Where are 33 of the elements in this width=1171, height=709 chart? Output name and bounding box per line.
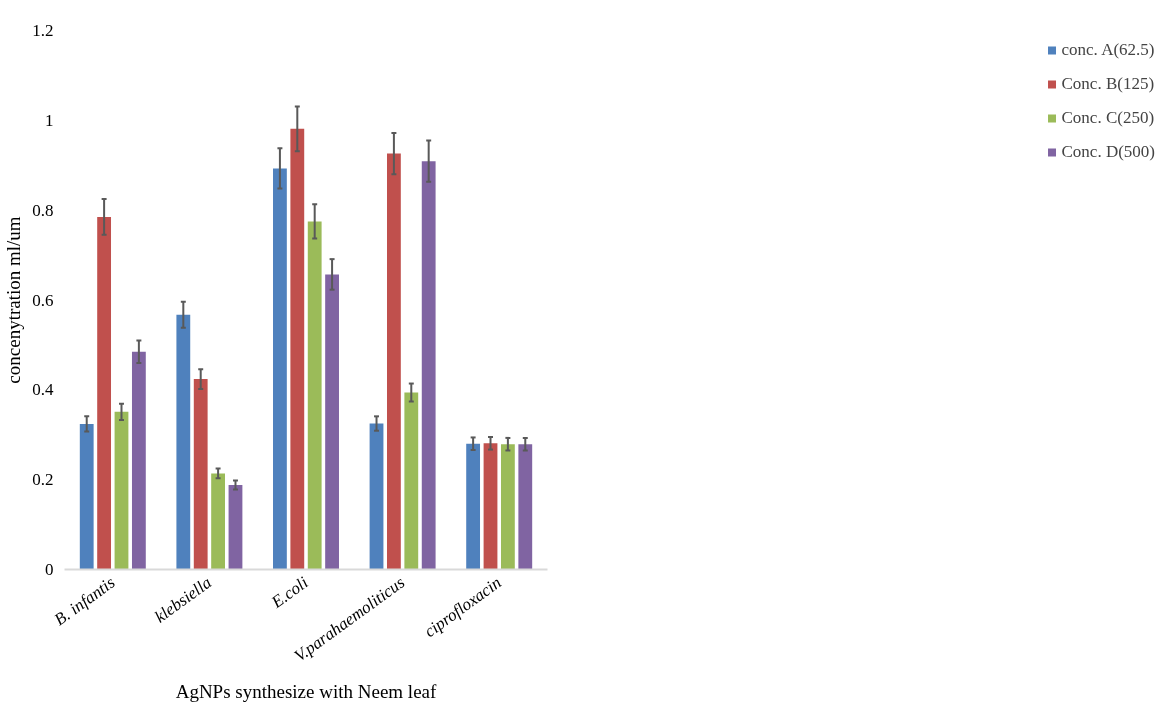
bar xyxy=(325,274,339,570)
y-tick-label: 1 xyxy=(45,110,54,130)
bar xyxy=(466,443,481,570)
y-axis-title: concenytration ml/um xyxy=(3,216,25,384)
bar xyxy=(97,216,112,570)
y-tick-label: 0 xyxy=(45,560,54,579)
bar xyxy=(387,153,401,570)
bar xyxy=(193,379,208,570)
bar xyxy=(307,221,322,570)
legend-label: Conc. B(125) xyxy=(1061,74,1155,94)
y-tick-label: 0.8 xyxy=(32,200,54,220)
bar xyxy=(421,161,436,570)
legend-label: Conc. D(500) xyxy=(1061,142,1155,162)
legend-label: Conc. C(250) xyxy=(1061,108,1155,128)
y-tick-label: 0.2 xyxy=(32,470,54,490)
bar xyxy=(500,444,515,570)
y-tick-label: 0.6 xyxy=(32,290,54,310)
bar xyxy=(273,168,287,570)
bar xyxy=(404,392,419,570)
bar xyxy=(290,128,305,570)
bar xyxy=(228,485,243,570)
y-tick-label: 1.2 xyxy=(32,21,54,40)
x-axis-title: AgNPs synthesize with Neem leaf xyxy=(175,681,438,703)
bar xyxy=(369,423,384,570)
legend-label: conc. A(62.5) xyxy=(1061,40,1155,60)
bar xyxy=(114,411,129,570)
bar xyxy=(176,314,191,570)
bar xyxy=(483,443,498,570)
bar xyxy=(211,473,225,570)
bar xyxy=(518,444,533,570)
bar xyxy=(79,423,94,570)
bar xyxy=(131,351,146,570)
y-tick-label: 0.4 xyxy=(32,380,54,400)
